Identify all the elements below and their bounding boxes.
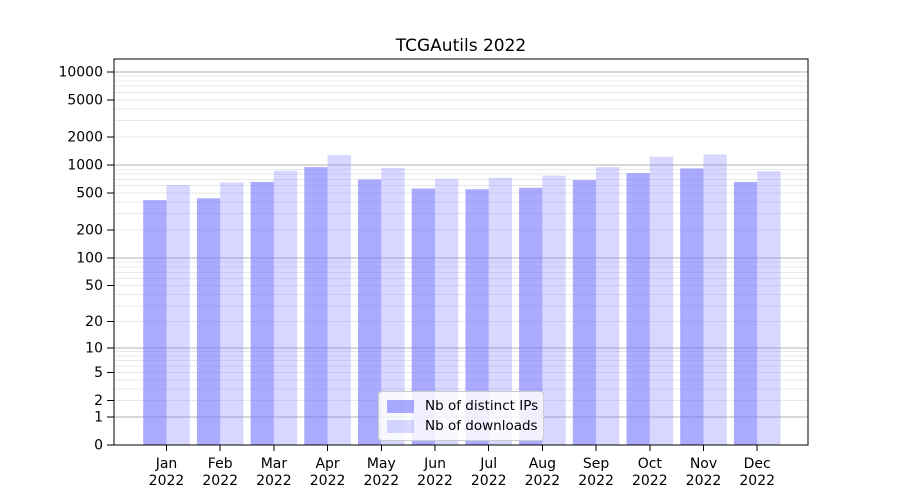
legend-label-distinct-ips: Nb of distinct IPs — [425, 398, 539, 414]
bar-distinct-ips-dec — [733, 181, 758, 446]
x-tick-label-year: 2022 — [363, 473, 399, 489]
x-tick-label-year: 2022 — [739, 473, 775, 489]
y-tick-label: 500 — [76, 186, 103, 202]
y-tick-label: 50 — [85, 278, 103, 294]
legend-swatch-downloads-icon — [387, 419, 414, 433]
bar-distinct-ips-jul — [465, 189, 489, 445]
x-tick-label-month: Sep — [583, 456, 610, 472]
y-tick-label: 100 — [76, 250, 103, 266]
bar-downloads-sep — [596, 167, 620, 446]
y-tick-label: 1000 — [67, 158, 103, 174]
legend-swatch-distinct-ips-icon — [387, 399, 414, 413]
y-tick-label: 5 — [94, 365, 103, 381]
x-tick-label-year: 2022 — [471, 473, 507, 489]
bar-downloads-oct — [649, 156, 674, 445]
y-tick-label: 5000 — [67, 92, 103, 108]
y-tick-label: 2000 — [67, 129, 103, 145]
y-tick-label: 0 — [94, 438, 103, 454]
bar-distinct-ips-nov — [680, 168, 704, 445]
x-tick-label-year: 2022 — [632, 473, 668, 489]
bar-downloads-jul — [488, 177, 512, 445]
bar-downloads-apr — [327, 155, 351, 445]
x-tick-label-year: 2022 — [202, 473, 238, 489]
x-tick-label-year: 2022 — [686, 473, 722, 489]
x-tick-label-month: Dec — [744, 456, 771, 472]
x-tick-label-month: Jul — [479, 456, 497, 472]
bar-downloads-jan — [166, 185, 190, 445]
bar-distinct-ips-sep — [572, 180, 597, 445]
x-tick-label-year: 2022 — [149, 473, 185, 489]
legend-label-downloads: Nb of downloads — [425, 418, 538, 434]
x-tick-label-year: 2022 — [310, 473, 346, 489]
bar-downloads-mar — [273, 170, 298, 446]
x-tick-label-year: 2022 — [578, 473, 614, 489]
x-tick-label-month: Feb — [208, 456, 233, 472]
x-tick-label-month: Apr — [315, 456, 339, 472]
bar-downloads-nov — [703, 154, 727, 445]
axes-frame — [113, 58, 809, 446]
x-tick-label-month: May — [367, 456, 396, 472]
bar-distinct-ips-jan — [143, 200, 167, 445]
bar-distinct-ips-jun — [411, 188, 435, 445]
x-tick-label-month: Oct — [638, 456, 663, 472]
y-tick-label: 20 — [85, 314, 103, 330]
x-tick-label-month: Jan — [155, 456, 178, 472]
bar-distinct-ips-oct — [626, 173, 650, 445]
legend-item-distinct-ips: Nb of distinct IPs — [387, 398, 538, 414]
bar-distinct-ips-may — [358, 179, 382, 445]
bar-downloads-dec — [757, 171, 781, 446]
y-tick-label: 2 — [94, 393, 103, 409]
y-tick-label: 1 — [94, 409, 103, 425]
y-tick-label: 200 — [76, 223, 103, 239]
x-tick-label-year: 2022 — [525, 473, 561, 489]
x-tick-label-year: 2022 — [417, 473, 453, 489]
y-tick-label: 10 — [85, 340, 103, 356]
bar-distinct-ips-mar — [250, 181, 274, 446]
bar-distinct-ips-apr — [304, 167, 328, 446]
bar-downloads-aug — [542, 175, 566, 446]
legend: Nb of distinct IPs Nb of downloads — [378, 391, 544, 441]
legend-item-downloads: Nb of downloads — [387, 418, 538, 434]
x-tick-label-year: 2022 — [256, 473, 292, 489]
bar-distinct-ips-aug — [519, 187, 543, 445]
y-tick-label: 10000 — [58, 64, 103, 80]
bar-downloads-may — [381, 167, 405, 445]
x-tick-label-month: Jun — [423, 456, 446, 472]
chart-title: TCGAutils 2022 — [395, 36, 527, 56]
x-tick-label-month: Nov — [690, 456, 717, 472]
bar-downloads-feb — [220, 182, 244, 445]
x-tick-label-month: Aug — [529, 456, 556, 472]
bar-distinct-ips-feb — [196, 198, 221, 445]
bar-downloads-jun — [435, 178, 459, 445]
x-tick-label-month: Mar — [261, 456, 288, 472]
